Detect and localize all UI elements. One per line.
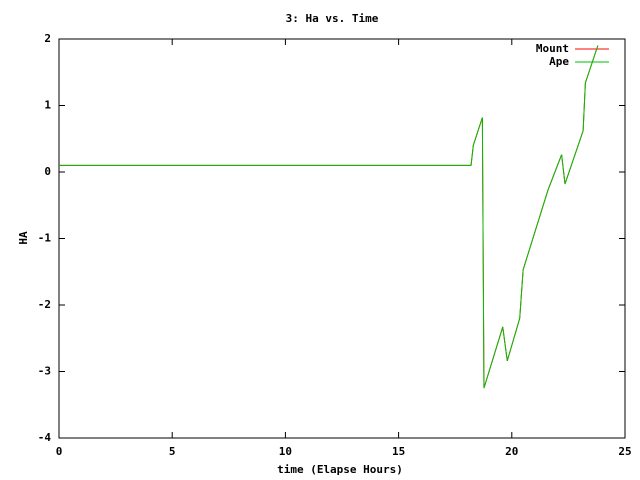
x-tick-label: 10 bbox=[279, 445, 292, 458]
y-tick-label: -4 bbox=[38, 431, 52, 444]
x-tick-label: 0 bbox=[56, 445, 63, 458]
x-tick-label: 15 bbox=[392, 445, 405, 458]
plot-frame bbox=[58, 38, 626, 439]
x-tick-label: 20 bbox=[505, 445, 518, 458]
series-line bbox=[59, 45, 599, 389]
y-tick-label: 1 bbox=[44, 99, 51, 112]
y-tick-label: 0 bbox=[44, 165, 51, 178]
x-axis-label: time (Elapse Hours) bbox=[277, 463, 403, 476]
y-tick-label: -1 bbox=[38, 232, 52, 245]
legend-label: Mount bbox=[536, 42, 569, 55]
series-line bbox=[59, 45, 599, 389]
y-tick-label: -3 bbox=[38, 365, 51, 378]
chart-title: 3: Ha vs. Time bbox=[286, 12, 379, 25]
y-tick-label: -2 bbox=[38, 298, 51, 311]
y-axis-label: HA bbox=[17, 231, 30, 245]
x-tick-label: 25 bbox=[618, 445, 631, 458]
x-tick-label: 5 bbox=[169, 445, 176, 458]
legend-label: Ape bbox=[549, 55, 569, 68]
y-tick-label: 2 bbox=[44, 32, 51, 45]
